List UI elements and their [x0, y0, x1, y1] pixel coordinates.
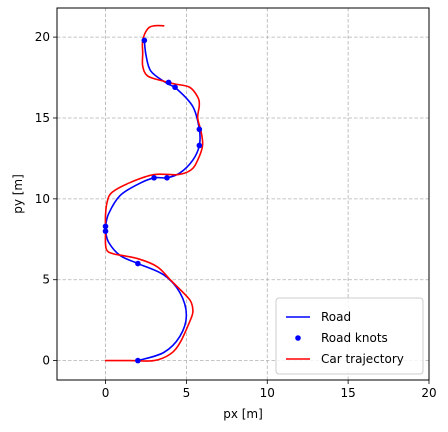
y-axis-label: py [m] — [11, 174, 25, 214]
x-axis-label: px [m] — [223, 407, 263, 421]
x-tick-label: 5 — [183, 386, 191, 400]
x-tick-label: 15 — [340, 386, 355, 400]
x-tick-label: 10 — [260, 386, 275, 400]
legend: Road Road knots Car trajectory — [275, 297, 424, 375]
legend-trajectory-label: Car trajectory — [321, 352, 404, 366]
legend-knots-swatch — [295, 335, 301, 341]
y-tick-label: 10 — [35, 192, 50, 206]
y-tick-label: 5 — [42, 273, 50, 287]
road-knot-point — [141, 37, 148, 44]
road-knot-point — [196, 126, 203, 133]
series-line-road — [104, 39, 201, 362]
x-tick-label: 20 — [421, 386, 436, 400]
road-knot-point — [102, 228, 109, 234]
y-tick-label: 20 — [35, 30, 50, 44]
y-tick-label: 15 — [35, 111, 50, 125]
legend-road-label: Road — [321, 310, 351, 324]
road-knot-point — [164, 175, 170, 181]
road-knot-point — [135, 357, 141, 364]
series-line-car-trajectory — [104, 24, 204, 362]
road-knot-point — [172, 84, 178, 91]
road-knot-point — [102, 223, 109, 230]
plot-series — [102, 24, 204, 364]
road-knot-point — [151, 175, 157, 181]
road-knot-point — [135, 260, 141, 267]
legend-box — [275, 297, 424, 375]
y-tick-label: 0 — [42, 354, 50, 368]
plot-frame — [56, 7, 430, 381]
legend-knots-label: Road knots — [321, 331, 388, 345]
road-knot-point — [196, 142, 203, 149]
axis-ticks: 0 5 10 15 20 0 5 10 15 20 — [35, 30, 437, 400]
x-tick-label: 0 — [102, 386, 110, 400]
road-knot-point — [165, 79, 172, 86]
